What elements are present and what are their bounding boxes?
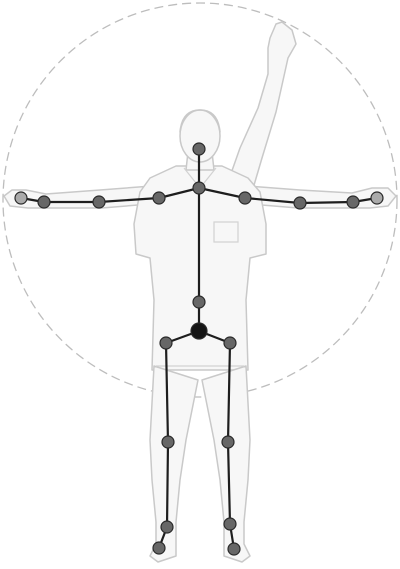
joint-l-foot-node xyxy=(152,541,166,555)
raised-arm-outline xyxy=(227,21,297,193)
hair-outline xyxy=(179,109,221,133)
joint-r-hand-node xyxy=(370,191,384,205)
joint-l-shoulder-node xyxy=(152,191,166,205)
joint-r-wrist-node xyxy=(346,195,360,209)
joint-l-hip-node xyxy=(159,336,173,350)
joint-l-elbow-node xyxy=(92,195,106,209)
joint-l-knee-node xyxy=(161,435,175,449)
left-leg-outline xyxy=(149,365,199,563)
joint-r-foot-node xyxy=(227,542,241,556)
bone-neck-rShoulder xyxy=(197,186,247,200)
joint-pelvis-node xyxy=(190,322,208,340)
reach-circle xyxy=(2,2,398,398)
bone-lHip-lKnee xyxy=(164,341,170,444)
bone-rShoulder-rElbow xyxy=(243,196,302,205)
joint-l-wrist-node xyxy=(37,195,51,209)
joint-r-shoulder-node xyxy=(238,191,252,205)
joint-head-node xyxy=(192,142,206,156)
joint-l-hand-node xyxy=(14,191,28,205)
joint-spine-node xyxy=(192,295,206,309)
joint-r-ankle-node xyxy=(223,517,237,531)
joint-r-knee-node xyxy=(221,435,235,449)
skeleton-joints xyxy=(14,142,384,556)
right-leg-outline xyxy=(201,365,251,563)
bone-rHip-rKnee xyxy=(226,341,232,444)
bone-neck-lShoulder xyxy=(157,186,201,200)
bone-rElbow-rWrist xyxy=(298,200,355,205)
bone-rKnee-rAnkle xyxy=(226,440,232,526)
joint-r-hip-node xyxy=(223,336,237,350)
pocket-line xyxy=(213,221,239,243)
bone-lKnee-lAnkle xyxy=(165,440,170,529)
joint-r-elbow-node xyxy=(293,196,307,210)
bone-lShoulder-lElbow xyxy=(97,196,161,204)
joint-l-ankle-node xyxy=(160,520,174,534)
joint-neck-node xyxy=(192,181,206,195)
